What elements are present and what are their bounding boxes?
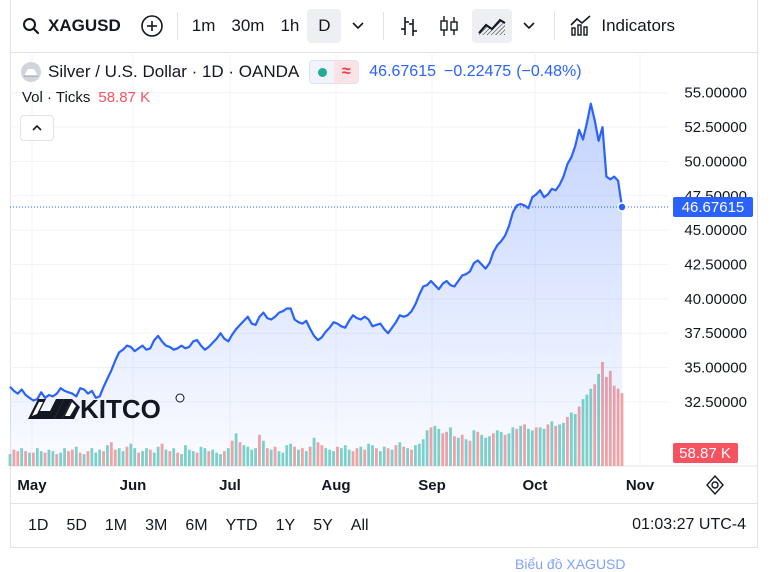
x-tick-label: May [17,477,47,494]
symbol-title: Silver / U.S. Dollar · 1D · OANDA [48,62,300,81]
y-tick-label: 52.50000 [684,119,747,136]
x-tick-label: Sep [418,477,446,494]
kitco-wordmark: KITCO [80,394,161,424]
range-5y[interactable]: 5Y [313,517,333,534]
divider [176,12,178,40]
chevron-down-icon [523,22,535,30]
x-tick-label: Jun [120,477,147,494]
chevron-up-icon [32,124,42,131]
scale-settings-button[interactable] [704,474,726,496]
symbol-label: XAGUSD [48,16,121,35]
collapse-legend-button[interactable] [20,115,54,141]
kitco-watermark: KITCO [28,393,185,424]
range-ytd[interactable]: YTD [225,517,258,534]
axis-value-labels: 46.67615 58.87 K [673,197,753,463]
range-1m[interactable]: 1M [104,517,128,534]
price-change-percent: (−0.48%) [516,63,582,80]
y-tick-label: 50.00000 [684,153,747,170]
candles-button[interactable] [432,9,466,43]
range-5d[interactable]: 5D [66,517,87,534]
bars-icon [401,17,418,36]
area-chart-icon [478,18,506,35]
compare-button[interactable] [135,9,169,43]
x-tick-label: Oct [522,477,547,494]
chevron-down-icon [352,22,364,30]
last-price-marker [617,202,627,212]
market-open-indicator [310,61,335,83]
timeframe-d[interactable]: D [307,9,342,43]
volume-legend: Vol · Ticks 58.87 K [22,89,150,106]
y-tick-label: 37.50000 [684,325,747,342]
y-tick-label: 40.00000 [684,291,747,308]
timeframe-dropdown[interactable] [341,9,375,43]
indicators-icon [570,15,591,36]
symbol-search[interactable]: XAGUSD [22,16,121,36]
chart-legend: Silver / U.S. Dollar · 1D · OANDA ≈ 46.6… [20,60,582,84]
timeframe-1m[interactable]: 1m [191,16,216,35]
y-tick-label: 35.00000 [684,360,747,377]
price-line [9,102,624,402]
kitco-logo-icon [28,399,80,419]
y-tick-label: 42.50000 [684,256,747,273]
volume-label: 58.87 K [679,445,731,462]
area-style-button[interactable] [472,9,513,43]
y-tick-label: 55.00000 [684,85,747,102]
price-change: −0.22475 [444,63,512,80]
x-tick-label: Nov [626,477,655,494]
bar-style-button[interactable] [392,9,426,43]
y-tick-label: 32.50000 [684,394,747,411]
settings-icon [706,474,724,496]
candles-icon [440,16,459,36]
range-3m[interactable]: 3M [145,517,168,534]
timeframe-30m[interactable]: 30m [231,16,265,35]
x-tick-label: Jul [219,477,241,494]
volume-legend-value: 58.87 K [98,89,151,106]
timeframe-1h[interactable]: 1h [280,16,300,35]
last-price: 46.67615 [369,63,436,80]
top-toolbar: XAGUSD 1m 30m 1h D [10,0,758,53]
chart-style-dropdown[interactable] [512,9,546,43]
y-tick-label: 45.00000 [684,222,747,239]
footer-chart-link[interactable]: Biểu đồ XAGUSD [515,556,626,572]
price-axis[interactable]: 55.0000052.5000050.0000047.5000045.00000… [684,85,747,411]
volume-legend-label: Vol · Ticks [22,89,91,106]
x-tick-label: Aug [321,477,350,494]
delayed-data-icon: ≈ [334,61,359,83]
price-area [9,102,668,466]
divider [383,12,385,40]
status-dot-icon [317,67,327,77]
add-circle-icon [140,15,163,37]
indicators-label: Indicators [601,16,676,35]
indicators-button[interactable]: Indicators [563,9,681,43]
price-chart[interactable]: 55.0000052.5000050.0000047.5000045.00000… [0,0,770,503]
market-status[interactable]: ≈ [309,60,360,84]
range-6m[interactable]: 6M [185,517,208,534]
search-icon [23,18,40,35]
volume-label-bg [673,443,738,463]
range-1d[interactable]: 1D [28,517,49,534]
time-axis[interactable]: May Jun Jul Aug Sep Oct Nov [17,477,654,494]
area-fill [10,103,622,466]
price-label-bg [673,197,753,218]
price-label: 46.67615 [682,199,745,216]
range-1y[interactable]: 1Y [275,517,296,534]
divider [554,12,556,40]
range-all[interactable]: All [350,517,369,534]
timezone-clock[interactable]: 01:03:27 UTC-4 [632,516,746,533]
date-range-bar: 1D 5D 1M 3M 6M YTD 1Y 5Y All 01:03:27 UT… [10,503,758,548]
silver-symbol-icon [21,62,41,82]
